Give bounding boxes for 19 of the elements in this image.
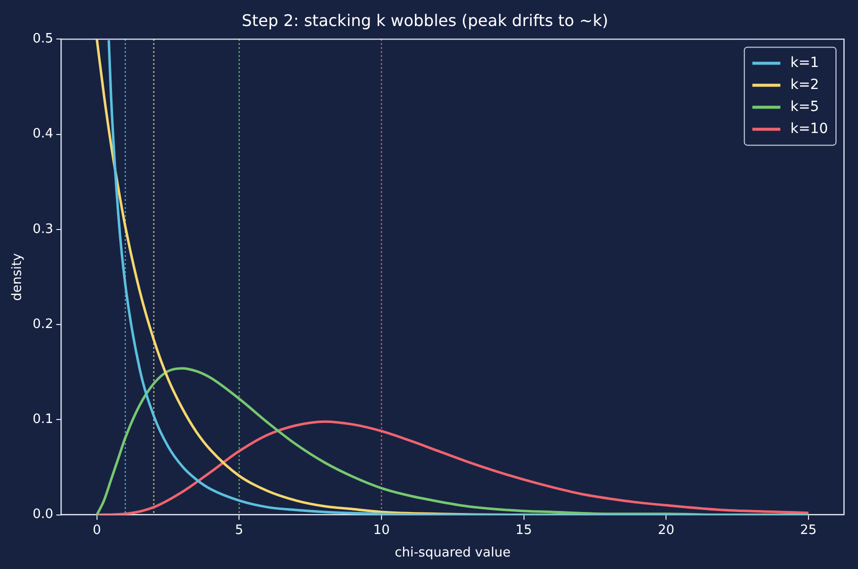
legend-label: k=2 xyxy=(790,76,820,93)
x-tick-label: 10 xyxy=(373,522,390,538)
legend-label: k=10 xyxy=(790,120,828,137)
y-axis-title: density xyxy=(10,252,26,301)
x-tick-label: 15 xyxy=(516,522,532,538)
x-tick-label: 25 xyxy=(800,522,817,538)
y-tick-label: 0.0 xyxy=(32,507,54,522)
y-tick-label: 0.1 xyxy=(32,412,54,428)
x-tick-label: 20 xyxy=(658,522,674,538)
chart-title: Step 2: stacking k wobbles (peak drifts to ~k) xyxy=(242,10,608,30)
legend-label: k=5 xyxy=(790,98,820,115)
y-tick-label: 0.3 xyxy=(32,222,54,237)
x-tick-label: 0 xyxy=(92,522,101,538)
x-axis-title: chi-squared value xyxy=(394,546,511,561)
legend-label: k=1 xyxy=(790,54,820,71)
x-tick-label: 5 xyxy=(235,522,244,538)
y-tick-label: 0.2 xyxy=(32,316,54,332)
y-tick-label: 0.4 xyxy=(32,126,54,142)
y-tick-label: 0.5 xyxy=(32,32,54,47)
